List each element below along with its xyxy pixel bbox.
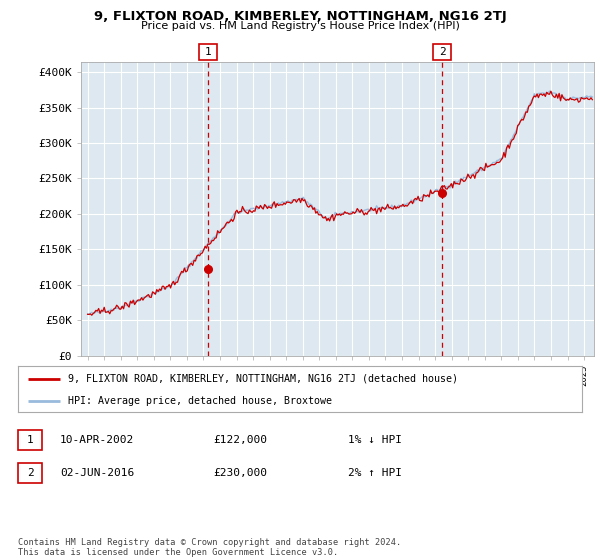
Text: Contains HM Land Registry data © Crown copyright and database right 2024.
This d: Contains HM Land Registry data © Crown c… [18, 538, 401, 557]
Text: 10-APR-2002: 10-APR-2002 [60, 435, 134, 445]
Text: 2% ↑ HPI: 2% ↑ HPI [348, 468, 402, 478]
Text: 2: 2 [439, 47, 445, 57]
Text: 1: 1 [205, 47, 211, 57]
Text: HPI: Average price, detached house, Broxtowe: HPI: Average price, detached house, Brox… [68, 396, 332, 407]
Text: 1% ↓ HPI: 1% ↓ HPI [348, 435, 402, 445]
Text: 9, FLIXTON ROAD, KIMBERLEY, NOTTINGHAM, NG16 2TJ (detached house): 9, FLIXTON ROAD, KIMBERLEY, NOTTINGHAM, … [68, 374, 458, 384]
Text: £122,000: £122,000 [213, 435, 267, 445]
Text: £230,000: £230,000 [213, 468, 267, 478]
Text: Price paid vs. HM Land Registry's House Price Index (HPI): Price paid vs. HM Land Registry's House … [140, 21, 460, 31]
Text: 9, FLIXTON ROAD, KIMBERLEY, NOTTINGHAM, NG16 2TJ: 9, FLIXTON ROAD, KIMBERLEY, NOTTINGHAM, … [94, 10, 506, 23]
Text: 2: 2 [26, 468, 34, 478]
Text: 02-JUN-2016: 02-JUN-2016 [60, 468, 134, 478]
Text: 1: 1 [26, 435, 34, 445]
